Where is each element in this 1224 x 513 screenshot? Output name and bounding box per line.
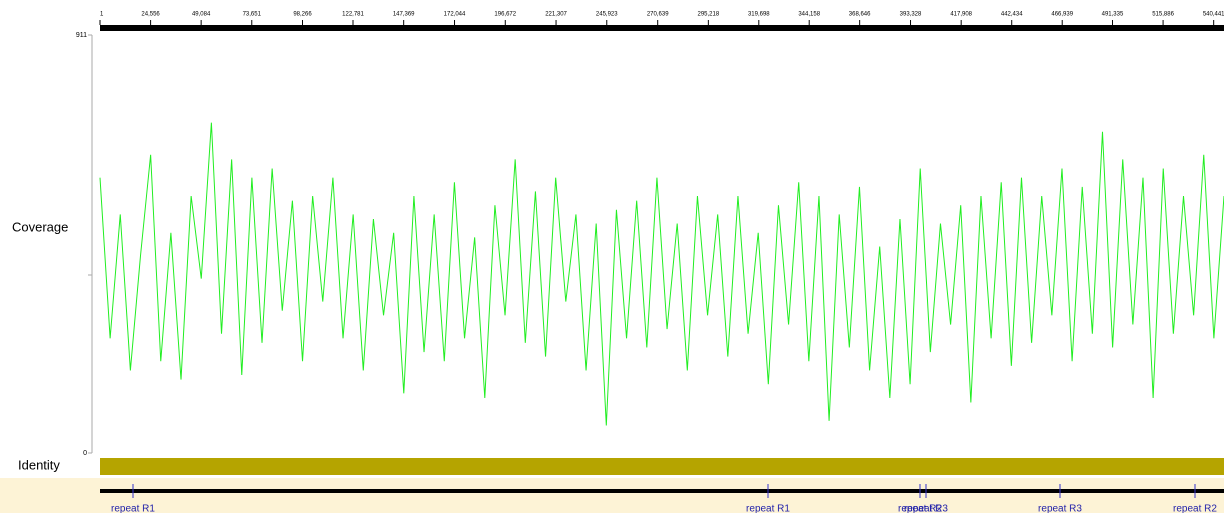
ruler-bar: [100, 25, 1224, 31]
annotation-label: repeat R3: [1038, 504, 1082, 513]
ruler-label: 368,646: [849, 12, 871, 18]
annotation-track: [0, 478, 1224, 513]
ruler-label: 122,781: [342, 12, 364, 18]
ruler-label: 540,441: [1203, 12, 1224, 18]
ruler-label: 295,218: [697, 12, 719, 18]
sequence-line: [100, 489, 1224, 493]
ruler-label: 1: [100, 12, 104, 18]
ruler-label: 515,886: [1152, 12, 1174, 18]
identity-label: Identity: [18, 457, 60, 472]
annotation-label: repeat R1: [746, 504, 790, 513]
annotation-label: repeat R2: [1173, 504, 1217, 513]
ruler-label: 172,044: [444, 12, 466, 18]
ruler-label: 491,335: [1102, 12, 1124, 18]
ruler-label: 393,328: [900, 12, 922, 18]
ruler-label: 196,672: [494, 12, 516, 18]
coverage-line: [99, 122, 1224, 426]
identity-bar: [100, 458, 1224, 475]
ruler-label: 417,908: [950, 12, 972, 18]
ruler-label: 147,369: [393, 12, 415, 18]
y-tick-label: 0: [83, 450, 87, 457]
ruler-label: 49,084: [192, 12, 211, 18]
ruler-label: 245,923: [596, 12, 618, 18]
ruler-label: 466,939: [1051, 12, 1073, 18]
coverage-label: Coverage: [12, 219, 68, 234]
ruler-label: 24,556: [141, 12, 160, 18]
ruler-label: 442,434: [1001, 12, 1023, 18]
ruler-label: 73,651: [243, 12, 262, 18]
annotation-label: repeat R3: [904, 504, 948, 513]
ruler-label: 98,266: [293, 12, 312, 18]
ruler-label: 270,639: [647, 12, 669, 18]
y-tick-label: 911: [76, 32, 87, 39]
annotation-label: repeat R1: [111, 504, 155, 513]
ruler-label: 344,158: [798, 12, 820, 18]
ruler-label: 221,307: [545, 12, 567, 18]
ruler-label: 319,698: [748, 12, 770, 18]
annotation-label: repeat R2: [898, 504, 942, 513]
